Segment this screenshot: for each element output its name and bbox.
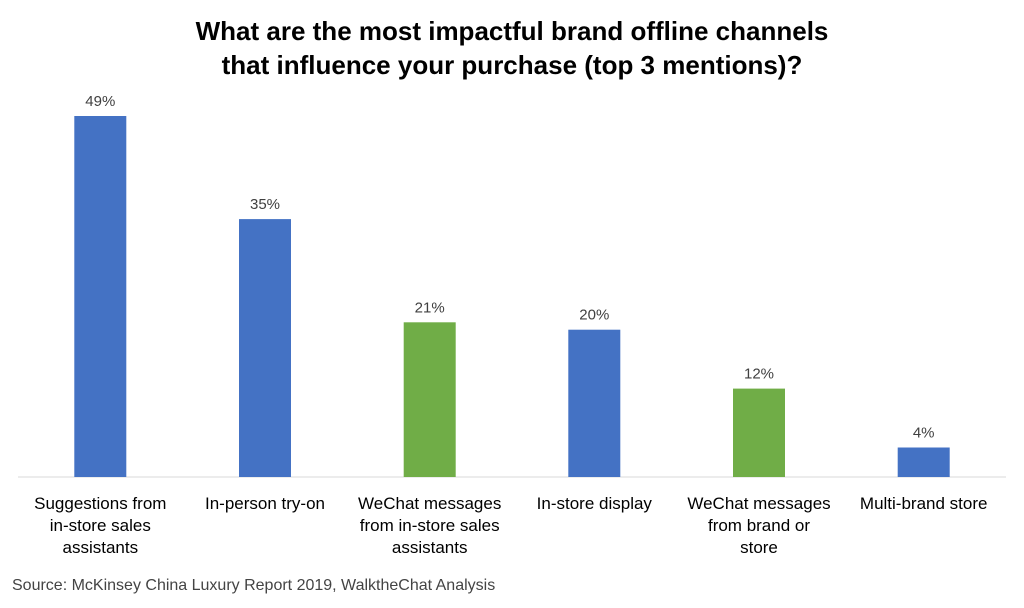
bar-0 — [74, 116, 127, 477]
category-label-line: Suggestions from — [34, 494, 166, 513]
category-label-line: store — [740, 538, 778, 557]
category-label-3: In-store display — [537, 494, 653, 513]
value-label-1: 35% — [250, 196, 280, 213]
category-label-line: Multi-brand store — [860, 494, 988, 513]
category-label-line: WeChat messages — [358, 494, 501, 513]
value-label-5: 4% — [913, 425, 935, 442]
chart-title: What are the most impactful brand offlin… — [0, 14, 1024, 82]
category-label-line: assistants — [63, 538, 139, 557]
bars-group — [74, 116, 950, 477]
category-label-line: In-store display — [537, 494, 653, 513]
category-label-5: Multi-brand store — [860, 494, 988, 513]
source-note: Source: McKinsey China Luxury Report 201… — [12, 577, 496, 594]
category-label-line: in-store sales — [50, 516, 151, 535]
category-label-2: WeChat messages from in-store sales assist… — [358, 494, 501, 557]
bar-2 — [403, 322, 456, 477]
chart-title-line-1: What are the most impactful brand offlin… — [195, 16, 829, 46]
value-label-4: 12% — [744, 366, 774, 383]
bar-3 — [568, 329, 621, 477]
chart-title-line-2: that influence your purchase (top 3 ment… — [221, 50, 803, 80]
category-label-line: from brand or — [708, 516, 810, 535]
category-label-0: Suggestions from in-store sales assistants — [34, 494, 166, 557]
value-labels-group: 49% 35% 21% 20% 12% 4% — [85, 93, 934, 442]
category-label-1: In-person try-on — [205, 494, 325, 513]
value-label-2: 21% — [415, 299, 445, 316]
category-labels-group: Suggestions from in-store sales assistants… — [34, 494, 987, 557]
bar-4 — [733, 388, 785, 477]
bar-5 — [897, 447, 950, 477]
value-label-3: 20% — [579, 307, 609, 324]
category-label-line: from in-store sales — [360, 516, 500, 535]
category-label-4: WeChat messages from brand or store — [687, 494, 830, 557]
category-label-line: assistants — [392, 538, 468, 557]
category-label-line: In-person try-on — [205, 494, 325, 513]
category-label-line: WeChat messages — [687, 494, 830, 513]
value-label-0: 49% — [85, 93, 115, 110]
bar-1 — [239, 219, 291, 477]
